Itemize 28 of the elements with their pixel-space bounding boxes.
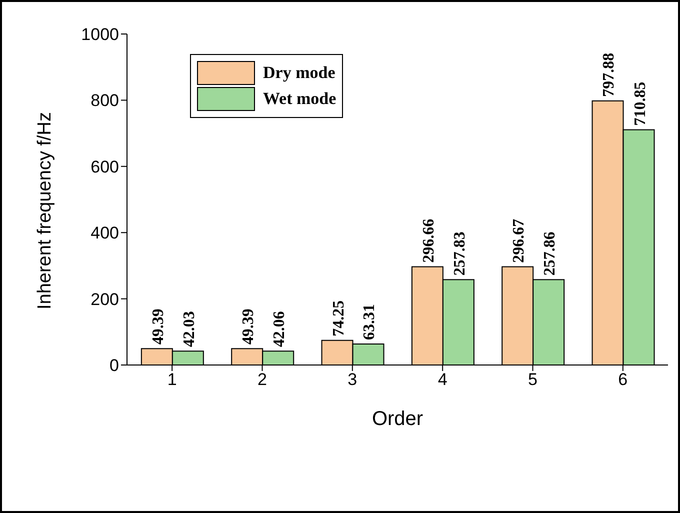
data-label: 63.31 [361,304,378,340]
data-label: 257.83 [451,232,468,276]
x-tick-label: 2 [258,370,267,390]
x-tick-label: 5 [528,370,538,390]
data-label: 710.85 [632,82,649,126]
y-tick-label: 400 [90,224,119,243]
x-axis-title: Order [372,408,424,430]
x-tick-label: 6 [618,370,628,390]
data-label: 49.39 [150,308,167,345]
y-tick-label: 0 [110,356,119,376]
y-axis-title: Inherent frequency f/Hz [34,112,56,310]
data-label: 49.39 [240,308,258,345]
y-tick-label: 800 [90,91,119,110]
data-label: 42.03 [180,311,198,348]
y-tick-label: 200 [90,290,119,309]
x-tick-label: 3 [348,370,358,390]
legend-label: Dry mode [263,63,336,83]
data-label: 42.06 [271,311,288,348]
data-label: 296.67 [510,218,528,263]
legend-label: Wet mode [263,89,336,109]
y-tick-label: 600 [90,157,119,176]
x-tick-label: 1 [167,370,177,390]
x-tick-label: 4 [438,370,448,390]
data-label: 797.88 [600,52,618,97]
data-label: 257.86 [542,232,559,276]
data-label: 296.66 [420,218,438,263]
y-tick-label: 1000 [81,25,119,44]
data-label: 74.25 [330,300,348,336]
